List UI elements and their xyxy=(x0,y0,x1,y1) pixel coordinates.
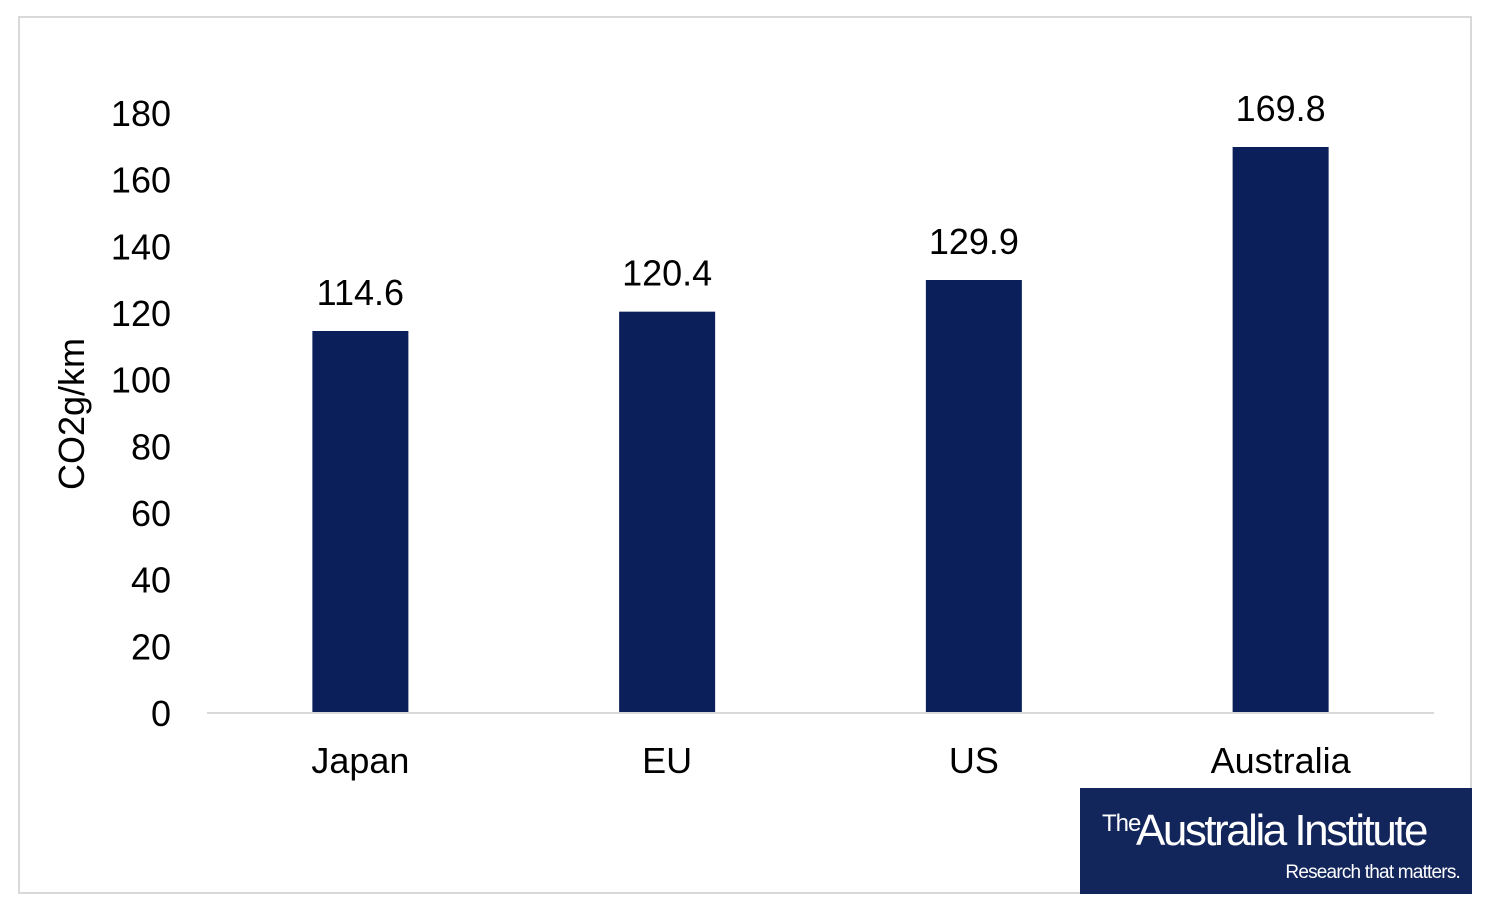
y-tick-label: 60 xyxy=(131,493,171,534)
data-label-japan: 114.6 xyxy=(317,272,404,313)
chart-frame xyxy=(18,16,1472,894)
x-tick-label-eu: EU xyxy=(642,740,692,781)
x-tick-label-australia: Australia xyxy=(1211,740,1352,781)
x-tick-label-us: US xyxy=(949,740,999,781)
x-tick-label-japan: Japan xyxy=(311,740,409,781)
y-tick-label: 80 xyxy=(131,426,171,467)
bar-japan xyxy=(312,331,409,713)
data-labels: 114.6 120.4 129.9 169.8 xyxy=(317,88,1326,313)
bar-australia xyxy=(1232,147,1329,713)
data-label-eu: 120.4 xyxy=(622,253,712,294)
y-tick-label: 40 xyxy=(131,560,171,601)
data-label-australia: 169.8 xyxy=(1236,88,1326,129)
y-tick-label: 140 xyxy=(111,226,171,267)
bar-eu xyxy=(619,311,716,713)
logo-tagline-text: Research that matters. xyxy=(1285,862,1460,883)
bars xyxy=(312,147,1329,713)
y-axis-title: CO2g/km xyxy=(51,338,92,490)
y-tick-label: 160 xyxy=(111,160,171,201)
y-tick-label: 20 xyxy=(131,626,171,667)
y-tick-label: 0 xyxy=(151,693,171,734)
y-tick-label: 180 xyxy=(111,93,171,134)
y-axis-ticks: 0 20 40 60 80 100 120 140 160 180 xyxy=(111,93,171,734)
x-axis-labels: Japan EU US Australia xyxy=(311,740,1351,781)
y-tick-label: 120 xyxy=(111,293,171,334)
data-label-us: 129.9 xyxy=(929,221,1019,262)
australia-institute-logo: The Australia Institute Research that ma… xyxy=(1080,788,1472,894)
logo-the-text: The xyxy=(1102,810,1141,837)
bar-us xyxy=(925,280,1022,713)
y-tick-label: 100 xyxy=(111,360,171,401)
logo-name-text: Australia Institute xyxy=(1136,806,1429,855)
